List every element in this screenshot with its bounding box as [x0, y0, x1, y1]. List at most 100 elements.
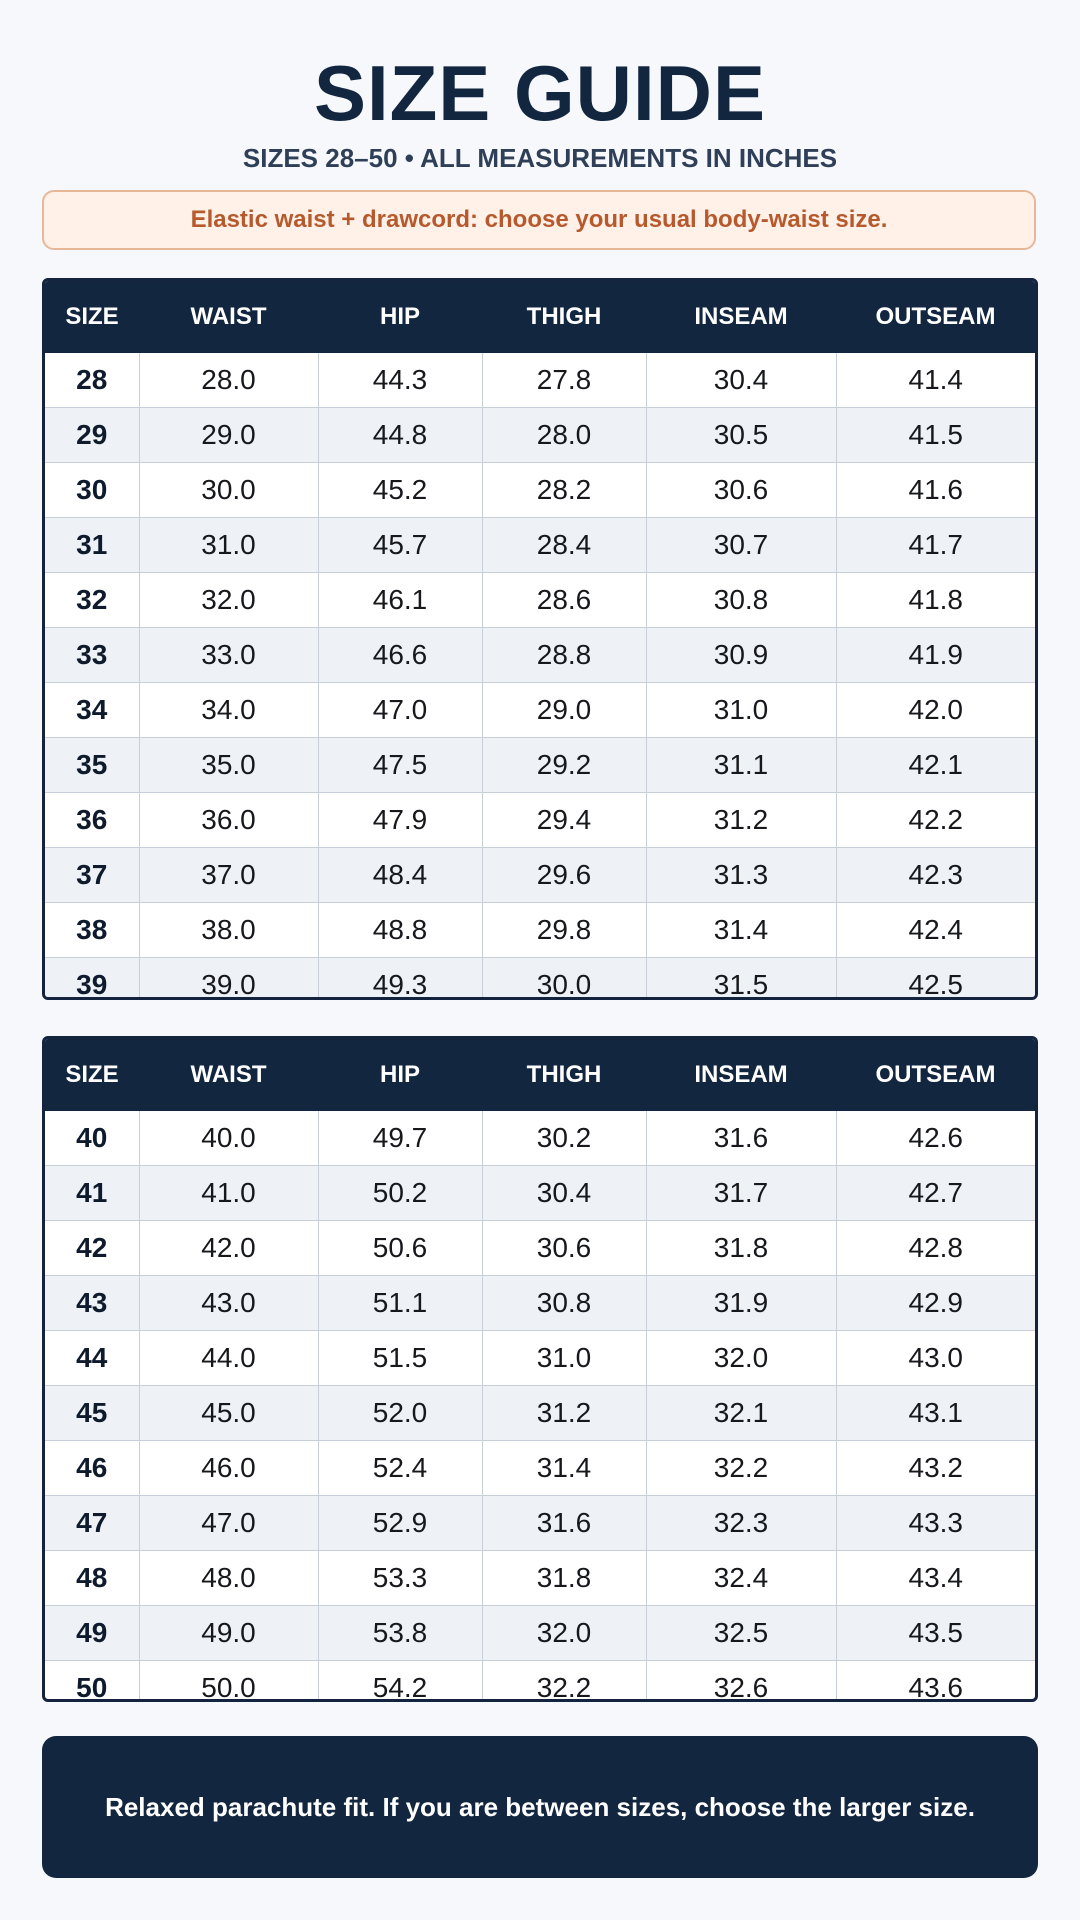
- cell-outseam: 41.9: [836, 627, 1035, 683]
- cell-size: 29: [45, 407, 140, 463]
- cell-outseam: 42.8: [836, 1220, 1035, 1276]
- cell-thigh: 29.6: [482, 847, 647, 903]
- cell-size: 41: [45, 1165, 140, 1221]
- cell-waist: 49.0: [139, 1605, 319, 1661]
- cell-size: 34: [45, 682, 140, 738]
- column-header-hip: HIP: [318, 1039, 482, 1111]
- cell-inseam: 30.9: [646, 627, 837, 683]
- cell-hip: 46.6: [318, 627, 483, 683]
- cell-hip: 52.4: [318, 1440, 483, 1496]
- cell-thigh: 30.8: [482, 1275, 647, 1331]
- cell-hip: 51.5: [318, 1330, 483, 1386]
- cell-waist: 32.0: [139, 572, 319, 628]
- cell-waist: 45.0: [139, 1385, 319, 1441]
- table-row: 37 37.0 48.4 29.6 31.3 42.3: [45, 847, 1035, 903]
- cell-size: 42: [45, 1220, 140, 1276]
- cell-outseam: 43.5: [836, 1605, 1035, 1661]
- cell-size: 43: [45, 1275, 140, 1331]
- cell-outseam: 42.6: [836, 1111, 1035, 1166]
- cell-thigh: 29.0: [482, 682, 647, 738]
- cell-outseam: 42.4: [836, 902, 1035, 958]
- table-row: 38 38.0 48.8 29.8 31.4 42.4: [45, 902, 1035, 958]
- cell-thigh: 30.0: [482, 957, 647, 997]
- cell-outseam: 43.3: [836, 1495, 1035, 1551]
- cell-size: 49: [45, 1605, 140, 1661]
- cell-inseam: 32.3: [646, 1495, 837, 1551]
- cell-waist: 29.0: [139, 407, 319, 463]
- cell-hip: 49.3: [318, 957, 483, 997]
- cell-outseam: 41.8: [836, 572, 1035, 628]
- cell-outseam: 41.7: [836, 517, 1035, 573]
- cell-inseam: 30.7: [646, 517, 837, 573]
- table-row: 33 33.0 46.6 28.8 30.9 41.9: [45, 627, 1035, 683]
- cell-thigh: 32.2: [482, 1660, 647, 1699]
- cell-inseam: 32.2: [646, 1440, 837, 1496]
- cell-waist: 37.0: [139, 847, 319, 903]
- cell-hip: 50.6: [318, 1220, 483, 1276]
- cell-inseam: 32.6: [646, 1660, 837, 1699]
- table-row: 49 49.0 53.8 32.0 32.5 43.5: [45, 1605, 1035, 1661]
- cell-thigh: 28.2: [482, 462, 647, 518]
- cell-inseam: 31.5: [646, 957, 837, 997]
- cell-size: 35: [45, 737, 140, 793]
- cell-size: 40: [45, 1111, 140, 1166]
- cell-inseam: 30.6: [646, 462, 837, 518]
- cell-waist: 48.0: [139, 1550, 319, 1606]
- table-row: 36 36.0 47.9 29.4 31.2 42.2: [45, 792, 1035, 848]
- cell-size: 31: [45, 517, 140, 573]
- cell-thigh: 31.8: [482, 1550, 647, 1606]
- column-header-waist: WAIST: [139, 281, 318, 353]
- cell-waist: 31.0: [139, 517, 319, 573]
- cell-thigh: 32.0: [482, 1605, 647, 1661]
- size-table-28-39: SIZE WAIST HIP THIGH INSEAM OUTSEAM 28 28…: [42, 278, 1038, 1000]
- cell-thigh: 30.2: [482, 1111, 647, 1166]
- cell-inseam: 31.4: [646, 902, 837, 958]
- cell-waist: 36.0: [139, 792, 319, 848]
- cell-inseam: 30.4: [646, 353, 837, 408]
- cell-waist: 44.0: [139, 1330, 319, 1386]
- column-header-outseam: OUTSEAM: [836, 281, 1035, 353]
- cell-outseam: 43.2: [836, 1440, 1035, 1496]
- cell-hip: 48.8: [318, 902, 483, 958]
- cell-hip: 46.1: [318, 572, 483, 628]
- cell-thigh: 28.0: [482, 407, 647, 463]
- cell-waist: 40.0: [139, 1111, 319, 1166]
- cell-size: 36: [45, 792, 140, 848]
- cell-thigh: 31.6: [482, 1495, 647, 1551]
- cell-outseam: 42.7: [836, 1165, 1035, 1221]
- cell-waist: 47.0: [139, 1495, 319, 1551]
- cell-outseam: 43.4: [836, 1550, 1035, 1606]
- cell-waist: 42.0: [139, 1220, 319, 1276]
- page-title: SIZE GUIDE: [313, 49, 767, 137]
- table-row: 35 35.0 47.5 29.2 31.1 42.1: [45, 737, 1035, 793]
- cell-inseam: 30.5: [646, 407, 837, 463]
- column-header-hip: HIP: [318, 281, 482, 353]
- column-header-thigh: THIGH: [482, 1039, 646, 1111]
- cell-size: 38: [45, 902, 140, 958]
- cell-waist: 41.0: [139, 1165, 319, 1221]
- cell-waist: 34.0: [139, 682, 319, 738]
- cell-hip: 52.9: [318, 1495, 483, 1551]
- fit-footer-banner: Relaxed parachute fit. If you are betwee…: [42, 1736, 1038, 1878]
- table-header-row: SIZE WAIST HIP THIGH INSEAM OUTSEAM: [45, 1039, 1035, 1111]
- cell-waist: 35.0: [139, 737, 319, 793]
- cell-hip: 49.7: [318, 1111, 483, 1166]
- table-row: 39 39.0 49.3 30.0 31.5 42.5: [45, 957, 1035, 997]
- cell-hip: 52.0: [318, 1385, 483, 1441]
- cell-thigh: 29.8: [482, 902, 647, 958]
- table-row: 28 28.0 44.3 27.8 30.4 41.4: [45, 353, 1035, 408]
- cell-outseam: 41.6: [836, 462, 1035, 518]
- table-row: 34 34.0 47.0 29.0 31.0 42.0: [45, 682, 1035, 738]
- cell-thigh: 28.4: [482, 517, 647, 573]
- table-row: 41 41.0 50.2 30.4 31.7 42.7: [45, 1165, 1035, 1221]
- cell-inseam: 31.2: [646, 792, 837, 848]
- cell-inseam: 31.7: [646, 1165, 837, 1221]
- cell-size: 44: [45, 1330, 140, 1386]
- cell-size: 32: [45, 572, 140, 628]
- cell-hip: 45.7: [318, 517, 483, 573]
- cell-thigh: 31.2: [482, 1385, 647, 1441]
- table-row: 50 50.0 54.2 32.2 32.6 43.6: [45, 1660, 1035, 1699]
- cell-size: 45: [45, 1385, 140, 1441]
- page-subtitle: SIZES 28–50 • ALL MEASUREMENTS IN INCHES: [242, 143, 838, 173]
- cell-size: 47: [45, 1495, 140, 1551]
